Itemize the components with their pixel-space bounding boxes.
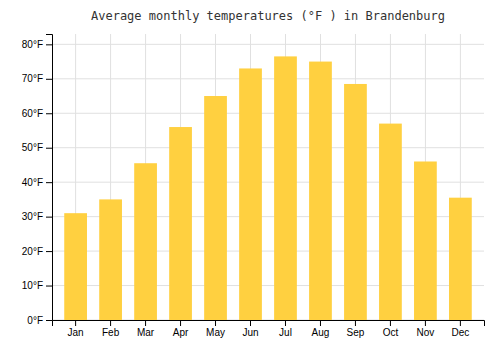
- tick-mark: [46, 113, 52, 114]
- tick-label: 70°F: [22, 73, 43, 84]
- tick-label: Dec: [451, 327, 469, 338]
- tick: 70°F: [22, 73, 52, 84]
- tick: Mar: [137, 320, 155, 338]
- tick: 50°F: [22, 142, 52, 153]
- chart-container: Jan Feb Mar Apr May Jun Jul Aug Sep Oct Nov Dec 0°F 1…: [0, 0, 500, 350]
- tick-label: Jan: [68, 327, 84, 338]
- tick: 80°F: [22, 39, 52, 50]
- tick-mark: [46, 286, 52, 287]
- tick-mark: [75, 320, 76, 326]
- axis-line: [53, 321, 485, 327]
- tick-label: Jul: [279, 327, 292, 338]
- tick-label: Nov: [417, 327, 435, 338]
- bar: [344, 84, 367, 320]
- tick-mark: [46, 148, 52, 149]
- grid-line: [52, 113, 484, 114]
- bar: [274, 56, 297, 320]
- tick: Aug: [312, 320, 330, 338]
- tick-mark: [180, 320, 181, 326]
- tick: Jul: [279, 320, 292, 338]
- tick: Feb: [102, 320, 120, 338]
- bar: [449, 198, 472, 320]
- tick: Jun: [242, 320, 258, 338]
- tick: Apr: [173, 320, 189, 338]
- tick-mark: [46, 79, 52, 80]
- tick-label: Mar: [137, 327, 155, 338]
- chart: Jan Feb Mar Apr May Jun Jul Aug Sep Oct Nov Dec 0°F 1…: [0, 0, 500, 350]
- tick: Dec: [451, 320, 469, 338]
- tick-label: 20°F: [22, 246, 43, 257]
- bar: [204, 96, 227, 320]
- tick: Jan: [68, 320, 84, 338]
- tick-label: Oct: [383, 327, 399, 338]
- tick-mark: [110, 320, 111, 326]
- axis-line: [46, 35, 53, 321]
- tick-label: 60°F: [22, 108, 43, 119]
- tick: May: [206, 320, 225, 338]
- tick: 20°F: [22, 246, 52, 257]
- tick: Oct: [383, 320, 399, 338]
- bar: [414, 161, 437, 320]
- y-axis: 0°F 10°F 20°F 30°F 40°F 50°F 60°F 70°F 80°F: [22, 35, 53, 326]
- tick: Sep: [347, 320, 365, 338]
- tick-mark: [355, 320, 356, 326]
- tick-mark: [250, 320, 251, 326]
- bar: [169, 127, 192, 320]
- tick-label: 30°F: [22, 211, 43, 222]
- tick-label: Jun: [242, 327, 258, 338]
- tick-label: May: [206, 327, 225, 338]
- bar: [99, 199, 122, 320]
- tick: Nov: [417, 320, 435, 338]
- tick-mark: [425, 320, 426, 326]
- tick-label: 10°F: [22, 280, 43, 291]
- bar: [309, 62, 332, 320]
- tick-mark: [46, 182, 52, 183]
- tick-mark: [390, 320, 391, 326]
- tick: 60°F: [22, 108, 52, 119]
- tick-label: Aug: [312, 327, 330, 338]
- title: Average monthly temperatures (°F ) in Br…: [91, 9, 445, 23]
- grid-line: [52, 44, 484, 45]
- grid-line: [52, 78, 484, 79]
- tick-mark: [215, 320, 216, 326]
- bar: [379, 124, 402, 320]
- tick-label: Apr: [173, 327, 189, 338]
- bar: [64, 213, 87, 320]
- tick-label: 40°F: [22, 177, 43, 188]
- tick-mark: [460, 320, 461, 326]
- tick: 10°F: [22, 280, 52, 291]
- tick-mark: [320, 320, 321, 326]
- bars: [64, 56, 472, 320]
- tick-mark: [46, 44, 52, 45]
- tick-mark: [46, 320, 52, 321]
- tick-mark: [46, 251, 52, 252]
- grid-line: [52, 147, 484, 148]
- tick-label: 80°F: [22, 39, 43, 50]
- tick: 30°F: [22, 211, 52, 222]
- tick-mark: [285, 320, 286, 326]
- bar: [134, 163, 157, 320]
- plot-area: Jan Feb Mar Apr May Jun Jul Aug Sep Oct Nov Dec 0°F 1…: [22, 34, 485, 338]
- tick: 0°F: [27, 315, 52, 326]
- tick: 40°F: [22, 177, 52, 188]
- bar: [239, 68, 262, 320]
- tick-label: Sep: [347, 327, 365, 338]
- tick-label: 0°F: [27, 315, 43, 326]
- tick-label: 50°F: [22, 142, 43, 153]
- grid: [52, 34, 484, 320]
- tick-mark: [145, 320, 146, 326]
- x-axis: Jan Feb Mar Apr May Jun Jul Aug Sep Oct Nov Dec: [53, 320, 485, 338]
- tick-mark: [46, 217, 52, 218]
- tick-label: Feb: [102, 327, 120, 338]
